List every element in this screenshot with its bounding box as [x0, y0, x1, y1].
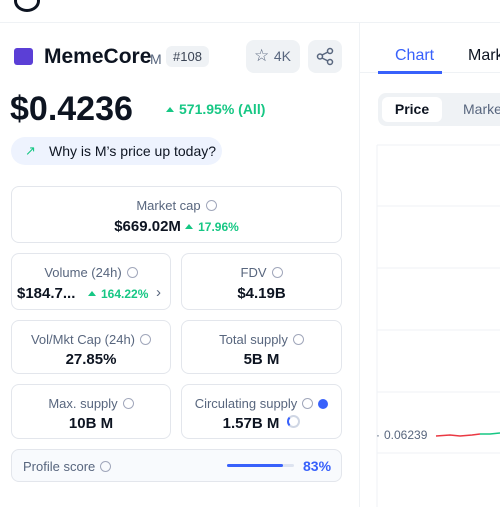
stat-label-text: Volume (24h): [44, 265, 122, 280]
stat-label-text: FDV: [240, 265, 267, 280]
top-bar: [0, 0, 500, 23]
why-pill[interactable]: ↗ Why is M’s price up today?: [11, 137, 222, 165]
trend-icon: ↗: [25, 143, 36, 158]
stat-value: $669.02M 17.96%: [12, 218, 341, 235]
share-icon: [316, 47, 334, 66]
stat-card: Circulating supply 1.57B M: [181, 384, 342, 439]
price: $0.4236: [10, 90, 133, 128]
stat-value: 5B M: [243, 351, 280, 368]
chevron: ›: [156, 284, 161, 301]
toggle: Price Market cap: [378, 93, 500, 126]
column-divider: [359, 22, 360, 507]
stat-card: Market cap $669.02M 17.96%: [11, 186, 342, 243]
star-icon: ☆: [254, 46, 270, 65]
stat-card: Vol/Mkt Cap (24h) 27.85%: [11, 320, 171, 374]
tab-active[interactable]: Chart: [395, 47, 435, 64]
stat-label-text: Vol/Mkt Cap (24h): [30, 332, 136, 347]
stat-label-text: Market cap: [136, 198, 201, 213]
stat-label: FDV: [182, 265, 341, 280]
chart-area: 0.06239 ·: [376, 144, 500, 507]
share-button[interactable]: [308, 40, 342, 73]
stat-card: Max. supply 10B M: [11, 384, 171, 439]
profile-label-text: Profile score: [23, 459, 96, 474]
supply-ring: [287, 415, 301, 428]
toggle-active[interactable]: Price: [382, 97, 442, 122]
stat-value: 1.57B M: [182, 415, 341, 432]
tab[interactable]: Markets: [468, 47, 500, 64]
right-panel: Chart Markets Price Market cap 0.06239 ·: [360, 22, 500, 507]
stat-card[interactable]: Volume (24h) $184.7... 164.22% ›: [11, 253, 171, 310]
stat-value-text: 1.57B M: [222, 415, 280, 432]
chart-price-label: 0.06239: [384, 428, 428, 442]
stat-label: Total supply: [182, 332, 341, 347]
stat-value: $184.7...: [17, 285, 76, 302]
stat-label-text: Circulating supply: [194, 396, 298, 411]
coin-icon: [14, 48, 33, 65]
price-change: 571.95% (All): [166, 101, 265, 117]
stat-label: Volume (24h): [12, 265, 170, 280]
price-line-up: [480, 432, 500, 435]
profile-label: Profile score: [23, 459, 112, 474]
stat-card: FDV $4.19B: [181, 253, 342, 310]
profile-score[interactable]: Profile score 83%: [11, 449, 342, 482]
info-icon: [126, 267, 138, 278]
info-icon: [302, 398, 314, 409]
stat-card: Total supply 5B M: [181, 320, 342, 374]
info-icon: [292, 334, 304, 345]
watchlist-count: 4K: [273, 48, 291, 64]
info-icon: [140, 334, 152, 345]
stat-change: 164.22%: [88, 287, 148, 301]
stat-label: Market cap: [12, 198, 341, 213]
chart-label-dot: ·: [376, 428, 380, 442]
score-track: [227, 464, 294, 467]
score-fill: [227, 464, 283, 467]
stat-value: 10B M: [68, 415, 114, 432]
info-icon: [122, 398, 134, 409]
stat-value: 27.85%: [65, 351, 117, 368]
stat-label: Circulating supply: [182, 396, 341, 411]
score-value: 83%: [303, 458, 332, 474]
stat-label-text: Max. supply: [48, 396, 118, 411]
verified-icon: [318, 399, 329, 409]
coin-symbol: M: [150, 51, 162, 67]
stat-label: Max. supply: [12, 396, 170, 411]
info-icon: [205, 200, 217, 211]
stat-value-text: $669.02M: [114, 218, 181, 235]
info-icon: [271, 267, 283, 278]
stat-value: $4.19B: [237, 285, 286, 302]
logo-fragment: [14, 0, 40, 12]
rank-badge: #108: [166, 46, 209, 67]
why-text: Why is M’s price up today?: [49, 143, 217, 159]
price-line-down: [435, 433, 481, 437]
tab-underline: [378, 71, 442, 74]
coin-name: MemeCore: [44, 45, 152, 68]
info-icon: [100, 461, 112, 472]
stat-label: Vol/Mkt Cap (24h): [12, 332, 170, 347]
stat-label-text: Total supply: [219, 332, 288, 347]
watchlist-button[interactable]: ☆ 4K: [246, 40, 300, 73]
toggle-option[interactable]: Market cap: [463, 101, 500, 117]
stat-change: 17.96%: [185, 220, 239, 234]
